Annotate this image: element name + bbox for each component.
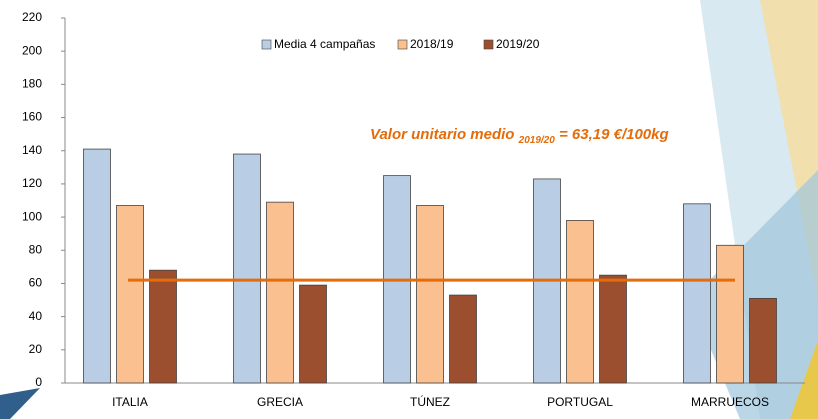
x-tick-label: ITALIA <box>112 395 148 409</box>
bar <box>84 149 111 383</box>
y-tick-label: 40 <box>29 309 43 323</box>
annotation-text: = 63,19 €/100kg <box>555 126 669 143</box>
y-tick-label: 200 <box>22 43 42 57</box>
y-tick-label: 120 <box>22 176 42 190</box>
y-tick-label: 220 <box>22 10 42 24</box>
bar <box>750 298 777 383</box>
bar <box>450 295 477 383</box>
y-tick-label: 80 <box>29 242 43 256</box>
x-tick-label: GRECIA <box>257 395 303 409</box>
y-tick-label: 0 <box>35 375 42 389</box>
y-tick-label: 160 <box>22 110 42 124</box>
bar <box>717 245 744 383</box>
chart: 0 20 40 60 80 100 120 140 160 180 200 220 ITALIA GREC… <box>0 0 818 419</box>
legend-swatch <box>484 40 493 49</box>
legend-label: 2019/20 <box>496 37 540 51</box>
y-tick-label: 60 <box>29 276 43 290</box>
x-tick-label: PORTUGAL <box>547 395 613 409</box>
bar <box>600 275 627 383</box>
y-tick-label: 180 <box>22 77 42 91</box>
bar <box>117 205 144 383</box>
bar <box>684 204 711 383</box>
bar <box>567 220 594 383</box>
annotation-subscript: 2019/20 <box>518 135 556 146</box>
legend-swatch <box>398 40 407 49</box>
bar <box>267 202 294 383</box>
legend-swatch <box>262 40 271 49</box>
legend-label: 2018/19 <box>410 37 454 51</box>
bar <box>417 205 444 383</box>
legend-label: Media 4 campañas <box>274 37 375 51</box>
x-tick-label: TÚNEZ <box>410 394 450 409</box>
annotation: Valor unitario medio 2019/20 = 63,19 €/1… <box>370 126 669 146</box>
x-tick-label: MARRUECOS <box>691 395 769 409</box>
y-tick-label: 100 <box>22 209 42 223</box>
y-tick-label: 20 <box>29 342 43 356</box>
annotation-text: Valor unitario medio <box>370 126 519 143</box>
bar <box>234 154 261 383</box>
bar <box>150 270 177 383</box>
y-tick-label: 140 <box>22 143 42 157</box>
bar <box>300 285 327 383</box>
